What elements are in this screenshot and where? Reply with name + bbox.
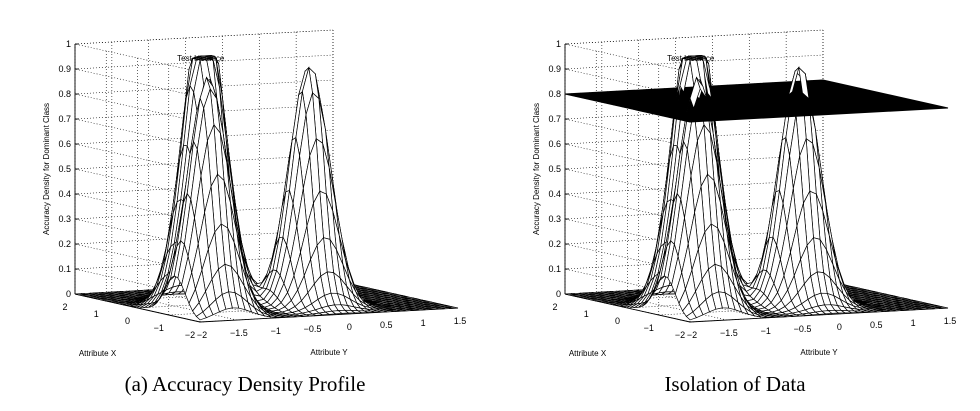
z-axis-label: Accuracy Density for Dominant Class bbox=[42, 103, 51, 235]
grid-line bbox=[74, 68, 201, 98]
y-tick-label: 1 bbox=[421, 318, 426, 328]
x-tick-label: −1 bbox=[154, 323, 164, 333]
y-tick-label: 1.5 bbox=[944, 316, 957, 326]
y-tick-label: −0.5 bbox=[794, 324, 812, 334]
z-tick-label: 0.4 bbox=[548, 189, 561, 199]
surface-cell bbox=[788, 66, 800, 96]
top-edge bbox=[74, 29, 334, 45]
z-tick-label: 0.2 bbox=[58, 239, 71, 249]
x-tick-label: 0 bbox=[615, 316, 620, 326]
y-axis-label: Attribute Y bbox=[800, 348, 838, 357]
y-tick-label: 0 bbox=[837, 322, 842, 332]
x-tick-label: 1 bbox=[584, 309, 589, 319]
grid-line bbox=[564, 43, 691, 73]
y-tick-label: −1 bbox=[761, 326, 771, 336]
test-instance-annotation: Test Instance bbox=[177, 54, 225, 63]
grid-line bbox=[111, 291, 237, 321]
grid-line bbox=[638, 289, 764, 319]
z-tick-label: 0.1 bbox=[548, 264, 561, 274]
z-tick-label: 1 bbox=[556, 39, 561, 49]
x-axis-label: Attribute X bbox=[569, 349, 607, 358]
surface-plot-b: 0 0.1 0.2 0.3 0.4 0.5 0.6 0.7 0.8 0.9 1 2 1 0 −1 −2 −2 −1… bbox=[532, 29, 957, 358]
surface-cell bbox=[679, 58, 691, 94]
y-tick-label: 0.5 bbox=[870, 320, 883, 330]
caption-a: (a) Accuracy Density Profile bbox=[124, 372, 366, 396]
x-tick-label: −1 bbox=[644, 323, 654, 333]
x-tick-label: 2 bbox=[62, 302, 67, 312]
y-tick-label: 0.5 bbox=[380, 320, 393, 330]
surface-cell bbox=[195, 311, 207, 321]
z-tick-label: 0.7 bbox=[58, 114, 71, 124]
x-axis-label: Attribute X bbox=[79, 349, 117, 358]
y-tick-label: 0 bbox=[347, 322, 352, 332]
surface-above-plane bbox=[675, 55, 810, 114]
y-tick-label: 1 bbox=[911, 318, 916, 328]
z-tick-label: 0 bbox=[556, 289, 561, 299]
y-tick-label: −2 bbox=[197, 330, 207, 340]
z-tick-label: 0.3 bbox=[58, 214, 71, 224]
x-tick-label: 1 bbox=[94, 309, 99, 319]
surface-mesh bbox=[564, 55, 949, 321]
grid-line bbox=[601, 291, 727, 321]
z-tick-label: 1 bbox=[66, 39, 71, 49]
z-tick-label: 0.6 bbox=[548, 139, 561, 149]
surface-cell bbox=[689, 76, 701, 110]
z-tick-label: 0.9 bbox=[58, 64, 71, 74]
z-tick-label: 0.2 bbox=[548, 239, 561, 249]
y-tick-label: −2 bbox=[687, 330, 697, 340]
grid-line bbox=[74, 118, 201, 148]
z-tick-label: 0.9 bbox=[548, 64, 561, 74]
z-tick-label: 0.7 bbox=[548, 114, 561, 124]
z-tick-label: 0.4 bbox=[58, 189, 71, 199]
x-tick-label: −2 bbox=[675, 330, 685, 340]
y-tick-label: −0.5 bbox=[304, 324, 322, 334]
z-tick-label: 0.8 bbox=[548, 89, 561, 99]
z-axis-label: Accuracy Density for Dominant Class bbox=[532, 103, 541, 235]
caption-b: Isolation of Data bbox=[664, 372, 806, 396]
chart-panel-b: 0 0.1 0.2 0.3 0.4 0.5 0.6 0.7 0.8 0.9 1 2 1 0 −1 −2 −2 −1… bbox=[490, 0, 980, 411]
x-tick-label: −2 bbox=[185, 330, 195, 340]
test-instance-annotation: Test Instance bbox=[667, 54, 715, 63]
top-edge bbox=[564, 29, 824, 45]
grid-line bbox=[74, 43, 201, 73]
z-tick-label: 0.6 bbox=[58, 139, 71, 149]
grid-line bbox=[74, 93, 201, 123]
surface-cell bbox=[798, 66, 810, 100]
grid-line bbox=[564, 118, 691, 148]
x-tick-label: 2 bbox=[552, 302, 557, 312]
isolation-plane bbox=[564, 79, 949, 123]
z-tick-label: 0.5 bbox=[548, 164, 561, 174]
z-tick-label: 0.5 bbox=[58, 164, 71, 174]
surface-mesh bbox=[74, 55, 459, 321]
y-tick-label: −1.5 bbox=[720, 328, 738, 338]
z-tick-label: 0.1 bbox=[58, 264, 71, 274]
z-tick-label: 0 bbox=[66, 289, 71, 299]
surface-cell bbox=[685, 311, 697, 321]
surface-plot-a: 0 0.1 0.2 0.3 0.4 0.5 0.6 0.7 0.8 0.9 1 2 1 0 −1 −2 −2 −1… bbox=[42, 29, 467, 358]
z-tick-label: 0.3 bbox=[548, 214, 561, 224]
z-tick-label: 0.8 bbox=[58, 89, 71, 99]
chart-panel-a: 0 0.1 0.2 0.3 0.4 0.5 0.6 0.7 0.8 0.9 1 2 1 0 −1 −2 −2 −1… bbox=[42, 29, 467, 396]
x-tick-label: 0 bbox=[125, 316, 130, 326]
y-tick-label: −1 bbox=[271, 326, 281, 336]
y-tick-label: 1.5 bbox=[454, 316, 467, 326]
y-tick-label: −1.5 bbox=[230, 328, 248, 338]
grid-line bbox=[148, 289, 274, 319]
y-axis-label: Attribute Y bbox=[310, 348, 348, 357]
